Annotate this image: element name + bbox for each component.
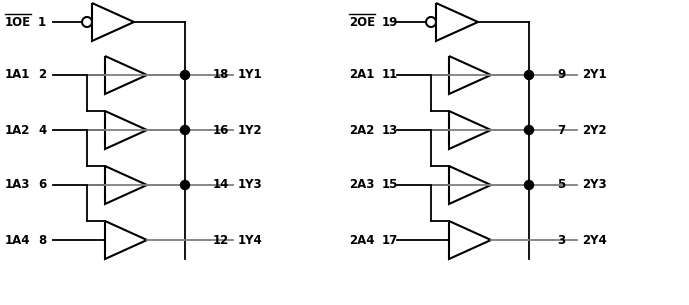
Text: 1Y4: 1Y4: [238, 234, 263, 246]
Text: 2Y4: 2Y4: [582, 234, 607, 246]
Text: 1Y1: 1Y1: [238, 69, 263, 81]
Text: 9: 9: [557, 69, 565, 81]
Text: 18: 18: [213, 69, 229, 81]
Text: 2OE: 2OE: [349, 16, 375, 28]
Text: 2Y2: 2Y2: [582, 124, 606, 137]
Text: 2A2: 2A2: [349, 124, 374, 137]
Text: 1A3: 1A3: [5, 178, 30, 192]
Text: 2A1: 2A1: [349, 69, 374, 81]
Circle shape: [181, 181, 189, 189]
Text: 3: 3: [557, 234, 565, 246]
Text: 8: 8: [38, 234, 46, 246]
Circle shape: [524, 125, 533, 135]
Text: 2A3: 2A3: [349, 178, 374, 192]
Text: 1A2: 1A2: [5, 124, 30, 137]
Text: 11: 11: [382, 69, 398, 81]
Text: 7: 7: [557, 124, 565, 137]
Text: 2: 2: [38, 69, 46, 81]
Text: 2A4: 2A4: [349, 234, 375, 246]
Text: 12: 12: [213, 234, 229, 246]
Text: 2Y3: 2Y3: [582, 178, 606, 192]
Text: 1A1: 1A1: [5, 69, 30, 81]
Text: 1OE: 1OE: [5, 16, 31, 28]
Text: 14: 14: [213, 178, 229, 192]
Text: 4: 4: [38, 124, 46, 137]
Circle shape: [524, 70, 533, 80]
Text: 19: 19: [382, 16, 398, 28]
Text: 15: 15: [382, 178, 398, 192]
Text: 16: 16: [213, 124, 229, 137]
Text: 1A4: 1A4: [5, 234, 30, 246]
Text: 5: 5: [557, 178, 565, 192]
Circle shape: [524, 181, 533, 189]
Circle shape: [82, 17, 92, 27]
Text: 17: 17: [382, 234, 398, 246]
Circle shape: [426, 17, 436, 27]
Text: 6: 6: [38, 178, 46, 192]
Text: 1Y3: 1Y3: [238, 178, 263, 192]
Text: 13: 13: [382, 124, 398, 137]
Circle shape: [181, 125, 189, 135]
Text: 2Y1: 2Y1: [582, 69, 606, 81]
Text: 1Y2: 1Y2: [238, 124, 263, 137]
Text: 1: 1: [38, 16, 46, 28]
Circle shape: [181, 70, 189, 80]
